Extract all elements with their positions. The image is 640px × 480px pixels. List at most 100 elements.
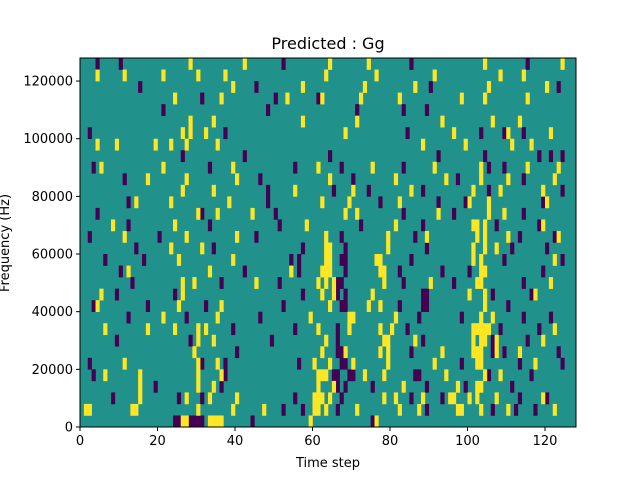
heatmap-cell-low [293,323,298,336]
heatmap-cell-high [409,184,414,197]
heatmap-cell-high [235,173,240,186]
heatmap-cell-high [378,323,383,336]
heatmap-cell-high [207,415,213,428]
heatmap-cell-low [486,369,492,382]
heatmap-cell-low [502,161,507,174]
heatmap-cell-low [87,357,92,370]
heatmap-cell-high [393,392,399,405]
heatmap-cell-low [343,288,348,301]
heatmap-cell-low [339,277,344,289]
heatmap-cell-low [409,392,414,405]
heatmap-cell-high [219,415,224,428]
heatmap-cell-low [556,346,561,359]
heatmap-cell-high [525,161,530,174]
heatmap-cell-low [517,392,523,405]
heatmap-cell-high [401,380,406,393]
heatmap-cell-low [242,265,247,278]
heatmap-cell-low [355,104,360,116]
heatmap-cell-low [335,288,340,301]
heatmap-cell-high [479,311,484,324]
heatmap-cell-high [486,81,492,93]
heatmap-cell-high [382,392,387,405]
heatmap-cell-high [541,184,546,197]
heatmap-cell-high [87,403,92,416]
heatmap-cell-high [475,230,480,243]
heatmap-cell-low [548,150,554,163]
heatmap-cell-low [184,311,189,324]
heatmap-cell-low [87,230,92,243]
heatmap-cell-high [490,115,495,128]
heatmap-cell-high [204,323,209,336]
heatmap-cell-high [517,115,523,128]
heatmap-cell-low [250,415,255,428]
heatmap-cell-low [463,380,468,393]
heatmap-cell-high [184,173,189,186]
heatmap-cell-high [483,369,488,382]
heatmap-cell-high [184,230,189,243]
heatmap-cell-low [300,403,306,416]
heatmap-cell-high [483,288,488,301]
heatmap-cell-high [479,173,484,186]
heatmap-cell-low [424,242,430,255]
x-tick-label: 60 [304,434,321,449]
heatmap-cell-high [161,311,166,324]
heatmap-cell-high [486,196,492,209]
heatmap-cell-high [347,323,352,336]
heatmap-cell-low [289,254,294,266]
heatmap-cell-low [560,357,565,370]
heatmap-cell-high [413,334,418,347]
heatmap-cell-low [436,150,441,163]
heatmap-cell-high [180,415,185,428]
heatmap-cell-high [347,196,352,209]
heatmap-cell-low [269,334,275,347]
heatmap-cell-high [382,334,387,347]
heatmap-cell-high [138,369,143,382]
heatmap-cell-high [494,346,499,359]
heatmap-cell-high [486,207,492,220]
heatmap-cell-low [436,196,441,209]
heatmap-cell-high [498,69,503,82]
heatmap-cell-high [510,138,515,151]
heatmap-cell-low [343,357,348,370]
heatmap-cell-high [328,254,333,266]
heatmap-cell-low [421,219,426,232]
heatmap-cell-high [494,392,499,405]
heatmap-cell-high [355,403,360,416]
heatmap-cell-high [188,127,193,140]
heatmap-cell-high [483,334,488,347]
heatmap-cell-low [541,196,546,209]
heatmap-cell-low [300,288,306,301]
heatmap-cell-low [421,288,426,301]
heatmap-cell-low [200,92,205,105]
heatmap-cell-low [339,346,344,359]
heatmap-cell-high [351,311,356,324]
y-tick-label: 40000 [32,305,73,320]
heatmap-cell-high [479,254,484,266]
heatmap-cell-high [173,92,178,105]
heatmap-cell-high [483,58,488,70]
heatmap-cell-high [475,219,480,232]
heatmap-cell-low [335,403,340,416]
heatmap-cell-high [250,207,255,220]
heatmap-cell-low [211,242,216,255]
heatmap-cell-high [262,403,267,416]
heatmap-cell-high [432,69,437,82]
heatmap-cell-low [498,323,503,336]
heatmap-cell-low [440,265,445,278]
heatmap-cell-high [386,334,391,347]
heatmap-cell-high [180,288,185,301]
heatmap-cell-high [370,161,375,174]
heatmap-cell-high [479,357,484,370]
heatmap-cell-high [548,127,554,140]
heatmap-cell-high [316,380,321,393]
heatmap-cell-low [219,380,224,393]
heatmap-cell-low [266,104,271,116]
heatmap-cell-high [479,334,484,347]
heatmap-cell-high [134,196,139,209]
heatmap-cell-high [529,138,534,151]
y-tick-label: 20000 [32,363,73,378]
heatmap-cell-high [506,403,511,416]
heatmap-cell-high [359,92,364,105]
heatmap-cell-high [211,115,216,128]
heatmap-cell-low [421,184,426,197]
